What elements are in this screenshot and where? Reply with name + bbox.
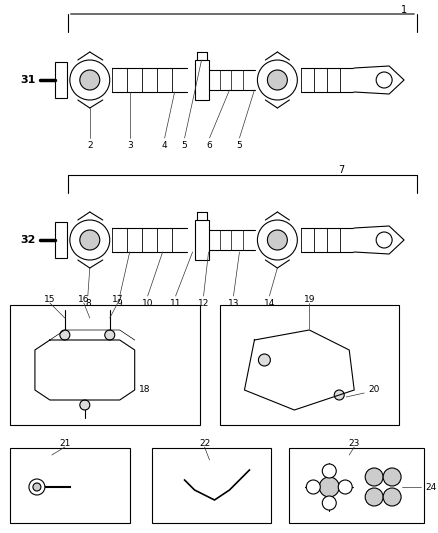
Ellipse shape: [258, 60, 297, 100]
Text: 24: 24: [425, 482, 437, 491]
Text: 21: 21: [59, 439, 71, 448]
Ellipse shape: [376, 72, 392, 88]
Text: 1: 1: [401, 5, 407, 15]
Ellipse shape: [70, 220, 110, 260]
Text: 10: 10: [142, 298, 153, 308]
Text: 32: 32: [20, 235, 35, 245]
Polygon shape: [244, 330, 354, 410]
Bar: [152, 448, 272, 523]
Bar: [194, 220, 208, 260]
Ellipse shape: [105, 330, 115, 340]
Text: 18: 18: [139, 385, 150, 394]
Text: 8: 8: [85, 298, 91, 308]
Ellipse shape: [365, 468, 383, 486]
Polygon shape: [35, 340, 135, 400]
Text: 5: 5: [182, 141, 187, 149]
Bar: [10, 305, 200, 425]
Text: 15: 15: [44, 295, 56, 304]
Ellipse shape: [70, 60, 110, 100]
Ellipse shape: [322, 464, 336, 478]
Ellipse shape: [80, 230, 100, 250]
Ellipse shape: [365, 488, 383, 506]
Text: 13: 13: [228, 298, 239, 308]
Ellipse shape: [322, 496, 336, 510]
Bar: [55, 222, 67, 258]
Ellipse shape: [334, 390, 344, 400]
Ellipse shape: [338, 480, 352, 494]
Ellipse shape: [268, 230, 287, 250]
Bar: [55, 62, 67, 98]
Text: 4: 4: [162, 141, 167, 149]
Text: 16: 16: [78, 295, 89, 304]
Ellipse shape: [376, 232, 392, 248]
Ellipse shape: [306, 480, 320, 494]
Ellipse shape: [268, 70, 287, 90]
Bar: [194, 60, 208, 100]
Text: 22: 22: [199, 439, 210, 448]
Ellipse shape: [258, 220, 297, 260]
Text: 23: 23: [349, 439, 360, 448]
Text: 19: 19: [304, 295, 315, 304]
Bar: [219, 305, 399, 425]
Text: 17: 17: [112, 295, 124, 304]
Ellipse shape: [80, 400, 90, 410]
Text: 9: 9: [117, 298, 123, 308]
Text: 2: 2: [87, 141, 92, 149]
Text: 3: 3: [127, 141, 133, 149]
Ellipse shape: [258, 354, 270, 366]
Text: 5: 5: [237, 141, 242, 149]
Ellipse shape: [383, 468, 401, 486]
Ellipse shape: [319, 477, 339, 497]
Text: 31: 31: [20, 75, 35, 85]
Ellipse shape: [80, 70, 100, 90]
Text: 6: 6: [207, 141, 212, 149]
Text: 7: 7: [338, 165, 344, 175]
Bar: [10, 448, 130, 523]
Ellipse shape: [383, 488, 401, 506]
Ellipse shape: [33, 483, 41, 491]
Text: 20: 20: [368, 385, 380, 394]
Text: 12: 12: [198, 298, 209, 308]
Ellipse shape: [60, 330, 70, 340]
Text: 14: 14: [264, 298, 275, 308]
Text: 11: 11: [170, 298, 181, 308]
Bar: [290, 448, 424, 523]
Ellipse shape: [29, 479, 45, 495]
